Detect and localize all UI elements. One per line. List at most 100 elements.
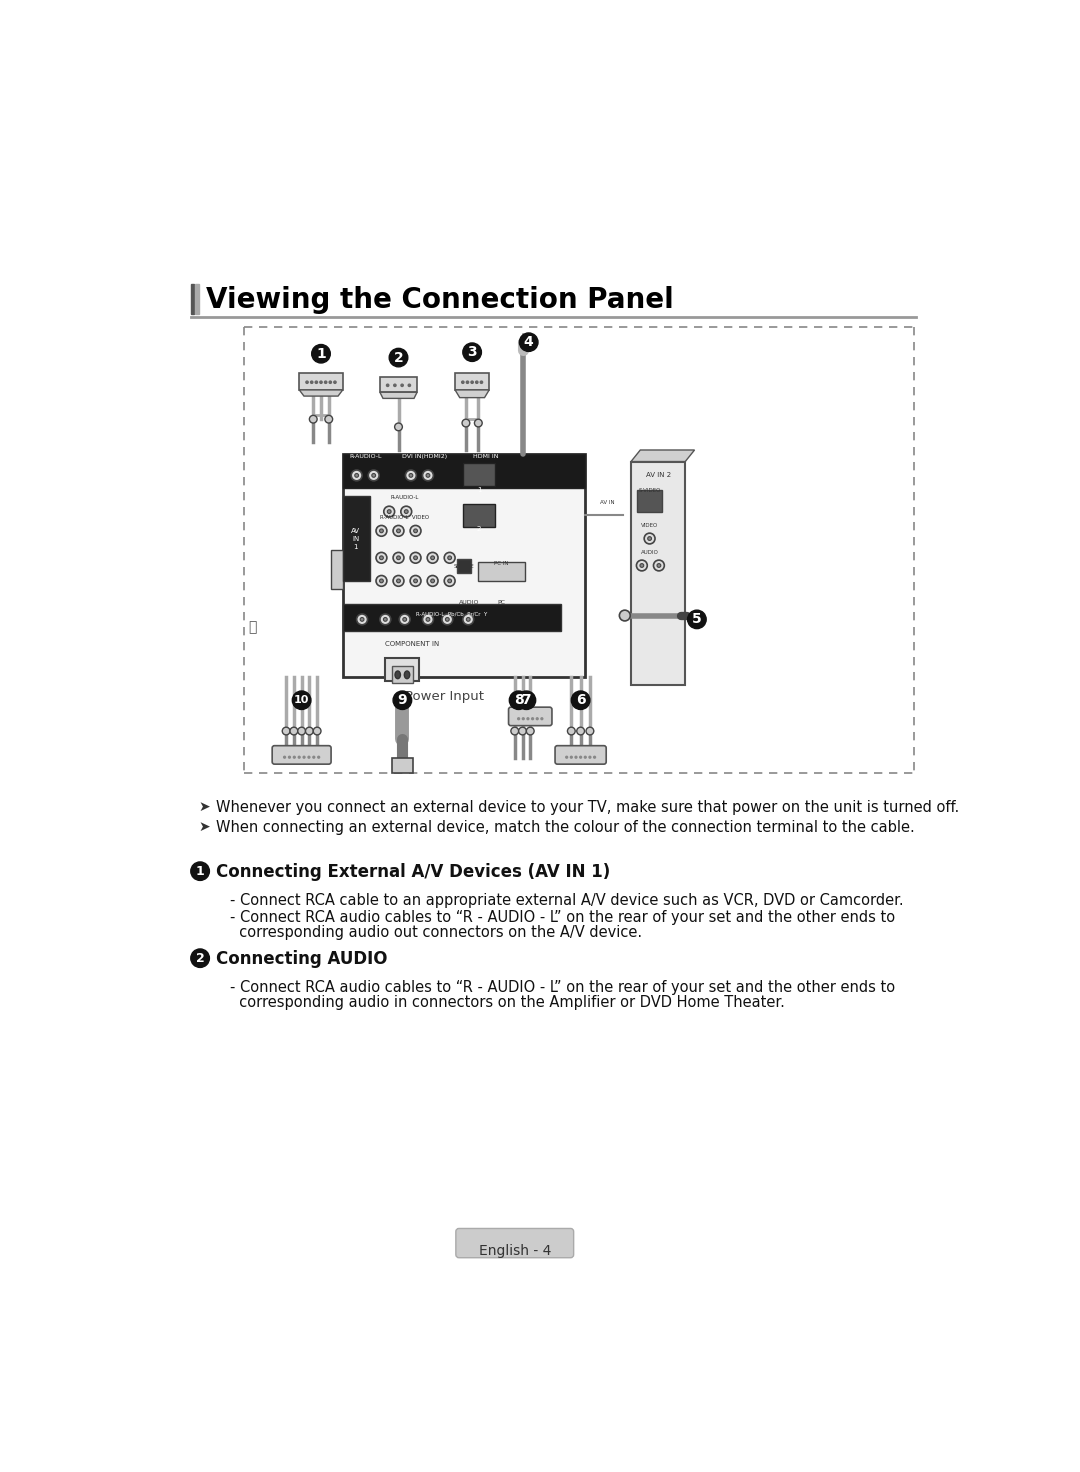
Circle shape bbox=[356, 614, 367, 624]
Text: S-VIDEO: S-VIDEO bbox=[638, 489, 661, 493]
FancyBboxPatch shape bbox=[456, 1229, 573, 1257]
Circle shape bbox=[462, 420, 470, 427]
Circle shape bbox=[394, 422, 403, 431]
Circle shape bbox=[570, 757, 572, 758]
Circle shape bbox=[510, 690, 528, 710]
Circle shape bbox=[461, 381, 464, 383]
Circle shape bbox=[394, 384, 396, 387]
Circle shape bbox=[475, 381, 478, 383]
Circle shape bbox=[293, 690, 311, 710]
Circle shape bbox=[318, 757, 320, 758]
Circle shape bbox=[688, 611, 706, 629]
Circle shape bbox=[372, 474, 376, 477]
Circle shape bbox=[303, 757, 305, 758]
Circle shape bbox=[537, 718, 538, 720]
Circle shape bbox=[636, 561, 647, 571]
Bar bbox=[195, 284, 199, 314]
Text: Power Input: Power Input bbox=[405, 690, 484, 704]
Circle shape bbox=[422, 470, 433, 481]
Bar bbox=[380, 377, 417, 392]
Circle shape bbox=[408, 384, 410, 387]
Bar bbox=[342, 604, 562, 631]
Circle shape bbox=[575, 757, 577, 758]
Text: 2: 2 bbox=[393, 350, 403, 365]
Circle shape bbox=[567, 727, 576, 735]
Bar bbox=[455, 372, 489, 390]
Text: 8: 8 bbox=[514, 693, 524, 707]
Circle shape bbox=[584, 757, 586, 758]
Circle shape bbox=[393, 552, 404, 564]
Circle shape bbox=[308, 757, 310, 758]
Text: 1: 1 bbox=[477, 487, 482, 493]
Ellipse shape bbox=[395, 671, 401, 679]
Text: ➤: ➤ bbox=[199, 820, 211, 835]
Circle shape bbox=[315, 381, 318, 383]
Circle shape bbox=[379, 556, 383, 559]
Circle shape bbox=[414, 556, 418, 559]
Text: Whenever you connect an external device to your TV, make sure that power on the : Whenever you connect an external device … bbox=[216, 801, 959, 815]
Bar bbox=[342, 453, 584, 489]
Circle shape bbox=[531, 718, 534, 720]
Circle shape bbox=[368, 470, 379, 481]
Circle shape bbox=[298, 727, 306, 735]
Bar bbox=[463, 503, 496, 527]
Text: - Connect RCA audio cables to “R - AUDIO - L” on the rear of your set and the ot: - Connect RCA audio cables to “R - AUDIO… bbox=[230, 910, 894, 924]
Circle shape bbox=[393, 690, 411, 710]
Circle shape bbox=[541, 718, 543, 720]
Text: R-AUDIO-L  VIDEO: R-AUDIO-L VIDEO bbox=[380, 515, 429, 520]
Circle shape bbox=[589, 757, 591, 758]
Circle shape bbox=[445, 617, 449, 621]
Circle shape bbox=[191, 949, 210, 967]
Circle shape bbox=[463, 343, 482, 362]
Circle shape bbox=[619, 611, 631, 621]
Circle shape bbox=[311, 381, 313, 383]
Circle shape bbox=[324, 381, 327, 383]
Circle shape bbox=[284, 757, 285, 758]
Circle shape bbox=[351, 470, 362, 481]
Circle shape bbox=[376, 552, 387, 564]
Circle shape bbox=[320, 381, 322, 383]
Text: 3: 3 bbox=[468, 346, 477, 359]
Polygon shape bbox=[631, 450, 694, 462]
Circle shape bbox=[334, 381, 336, 383]
Circle shape bbox=[444, 552, 455, 564]
Bar bbox=[386, 658, 419, 682]
Circle shape bbox=[312, 344, 330, 364]
Circle shape bbox=[653, 561, 664, 571]
Bar bbox=[478, 562, 525, 581]
Circle shape bbox=[387, 384, 389, 387]
Text: 5: 5 bbox=[692, 612, 702, 627]
Circle shape bbox=[517, 690, 536, 710]
Circle shape bbox=[648, 537, 651, 540]
Text: PC IN: PC IN bbox=[495, 561, 509, 567]
Bar bbox=[637, 490, 662, 512]
Bar bbox=[342, 496, 369, 581]
Circle shape bbox=[444, 576, 455, 586]
Circle shape bbox=[396, 556, 401, 559]
Circle shape bbox=[325, 415, 333, 422]
Circle shape bbox=[376, 526, 387, 536]
Circle shape bbox=[354, 474, 359, 477]
Text: PC: PC bbox=[498, 601, 505, 605]
Circle shape bbox=[404, 509, 408, 514]
Circle shape bbox=[414, 528, 418, 533]
Circle shape bbox=[571, 690, 590, 710]
Text: AV IN 2: AV IN 2 bbox=[646, 473, 671, 478]
Text: ⚿: ⚿ bbox=[248, 620, 257, 634]
Text: AUDIO: AUDIO bbox=[459, 601, 480, 605]
Circle shape bbox=[586, 727, 594, 735]
Circle shape bbox=[442, 614, 453, 624]
Text: 6: 6 bbox=[576, 693, 585, 707]
Bar bbox=[342, 453, 584, 677]
Text: R-AUDIO-L: R-AUDIO-L bbox=[391, 495, 419, 499]
Text: SERVICE: SERVICE bbox=[454, 564, 475, 568]
Text: corresponding audio out connectors on the A/V device.: corresponding audio out connectors on th… bbox=[230, 924, 642, 941]
Circle shape bbox=[517, 718, 519, 720]
Circle shape bbox=[580, 757, 581, 758]
Bar bbox=[463, 464, 496, 486]
Circle shape bbox=[422, 614, 433, 624]
Text: VIDEO: VIDEO bbox=[640, 523, 658, 528]
Circle shape bbox=[428, 576, 438, 586]
Circle shape bbox=[380, 614, 391, 624]
Bar bbox=[191, 284, 194, 314]
